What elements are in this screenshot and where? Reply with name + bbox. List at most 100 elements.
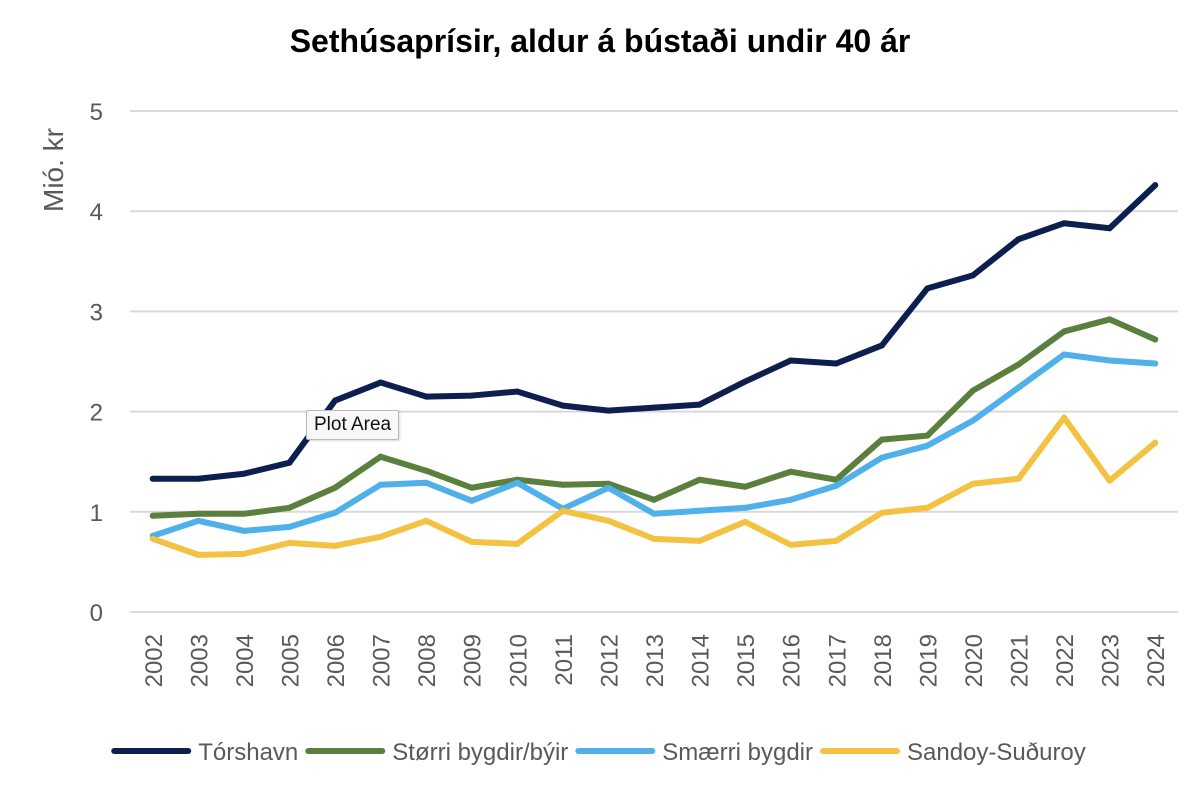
data-point [286,504,293,511]
data-point [468,484,475,491]
data-point [468,497,475,504]
data-point [1061,351,1068,358]
series-line-0[interactable] [149,182,1159,482]
x-tick-label: 2003 [186,634,213,687]
data-point [742,518,749,525]
series-line-3[interactable] [149,414,1159,558]
data-point [833,360,840,367]
data-point [1106,477,1113,484]
gridlines [130,110,1178,613]
data-point [514,388,521,395]
y-tick-label: 2 [90,400,103,427]
data-point [149,475,156,482]
data-point [559,402,566,409]
data-point [605,484,612,491]
data-point [377,533,384,540]
y-axis-label: Mió. kr [38,128,69,212]
data-point [1015,361,1022,368]
x-tick-label: 2009 [460,634,487,687]
data-point [878,509,885,516]
legend-label: Størri bygdir/býir [392,739,568,766]
data-point [149,512,156,519]
plot-area-tooltip: Plot Area [306,410,400,440]
data-point [924,504,931,511]
x-tick-label: 2005 [277,634,304,687]
data-point [742,483,749,490]
data-point [514,479,521,486]
data-point [1015,384,1022,391]
data-point [195,475,202,482]
series-line-1[interactable] [149,316,1159,519]
x-tick-label: 2016 [779,634,806,687]
data-point [651,535,657,542]
data-point [1106,316,1113,323]
x-tick-label: 2007 [369,634,396,687]
data-point [787,541,794,548]
y-tick-label: 4 [90,199,103,226]
legend-label: Smærri bygdir [662,739,813,766]
x-tick-label: 2010 [505,634,532,687]
data-point [651,510,657,517]
data-point [1061,328,1068,335]
data-point [878,342,885,349]
data-point [195,510,202,517]
data-point [377,481,384,488]
data-point [1152,182,1159,189]
data-point [195,551,202,558]
x-tick-label: 2015 [733,634,760,687]
x-tick-label: 2014 [688,634,715,687]
data-point [742,378,749,385]
data-point [559,481,566,488]
y-axis-ticks: 0 1 2 3 4 5 [90,99,103,627]
x-tick-label: 2022 [1052,634,1079,687]
data-point [1106,357,1113,364]
x-tick-label: 2013 [642,634,669,687]
data-point [651,404,657,411]
data-point [240,550,247,557]
x-tick-label: 2017 [824,634,851,687]
data-point [969,387,976,394]
data-point [1152,439,1159,446]
y-tick-label: 1 [90,500,103,527]
x-tick-label: 2024 [1143,634,1170,687]
data-point [377,379,384,386]
data-point [969,272,976,279]
x-tick-label: 2021 [1007,634,1034,687]
data-point [696,476,703,483]
data-point [969,417,976,424]
data-point [423,517,430,524]
data-point [696,507,703,514]
data-point [833,476,840,483]
data-point [924,285,931,292]
data-point [423,479,430,486]
data-point [696,401,703,408]
data-point [559,507,566,514]
x-tick-label: 2006 [323,634,350,687]
data-point [924,432,931,439]
data-point [468,392,475,399]
data-point [742,504,749,511]
legend-item: Tórshavn [111,739,298,766]
data-point [514,540,521,547]
data-point [1015,475,1022,482]
data-point [240,470,247,477]
data-point [787,496,794,503]
data-point [696,537,703,544]
data-point [1015,236,1022,243]
data-point [787,468,794,475]
legend-label: Sandoy-Suðuroy [907,739,1086,766]
series-lines[interactable] [149,182,1159,558]
x-tick-label: 2012 [596,634,623,687]
data-point [651,496,657,503]
data-point [1061,220,1068,227]
data-point [423,467,430,474]
data-point [286,523,293,530]
data-point [1152,360,1159,367]
data-point [468,538,475,545]
x-axis-ticks: 2002 2003 2004 2005 2006 2007 2008 2009 2010 2011… [141,634,1170,687]
data-point [286,459,293,466]
data-point [1061,414,1068,421]
data-point [286,539,293,546]
data-point [240,527,247,534]
